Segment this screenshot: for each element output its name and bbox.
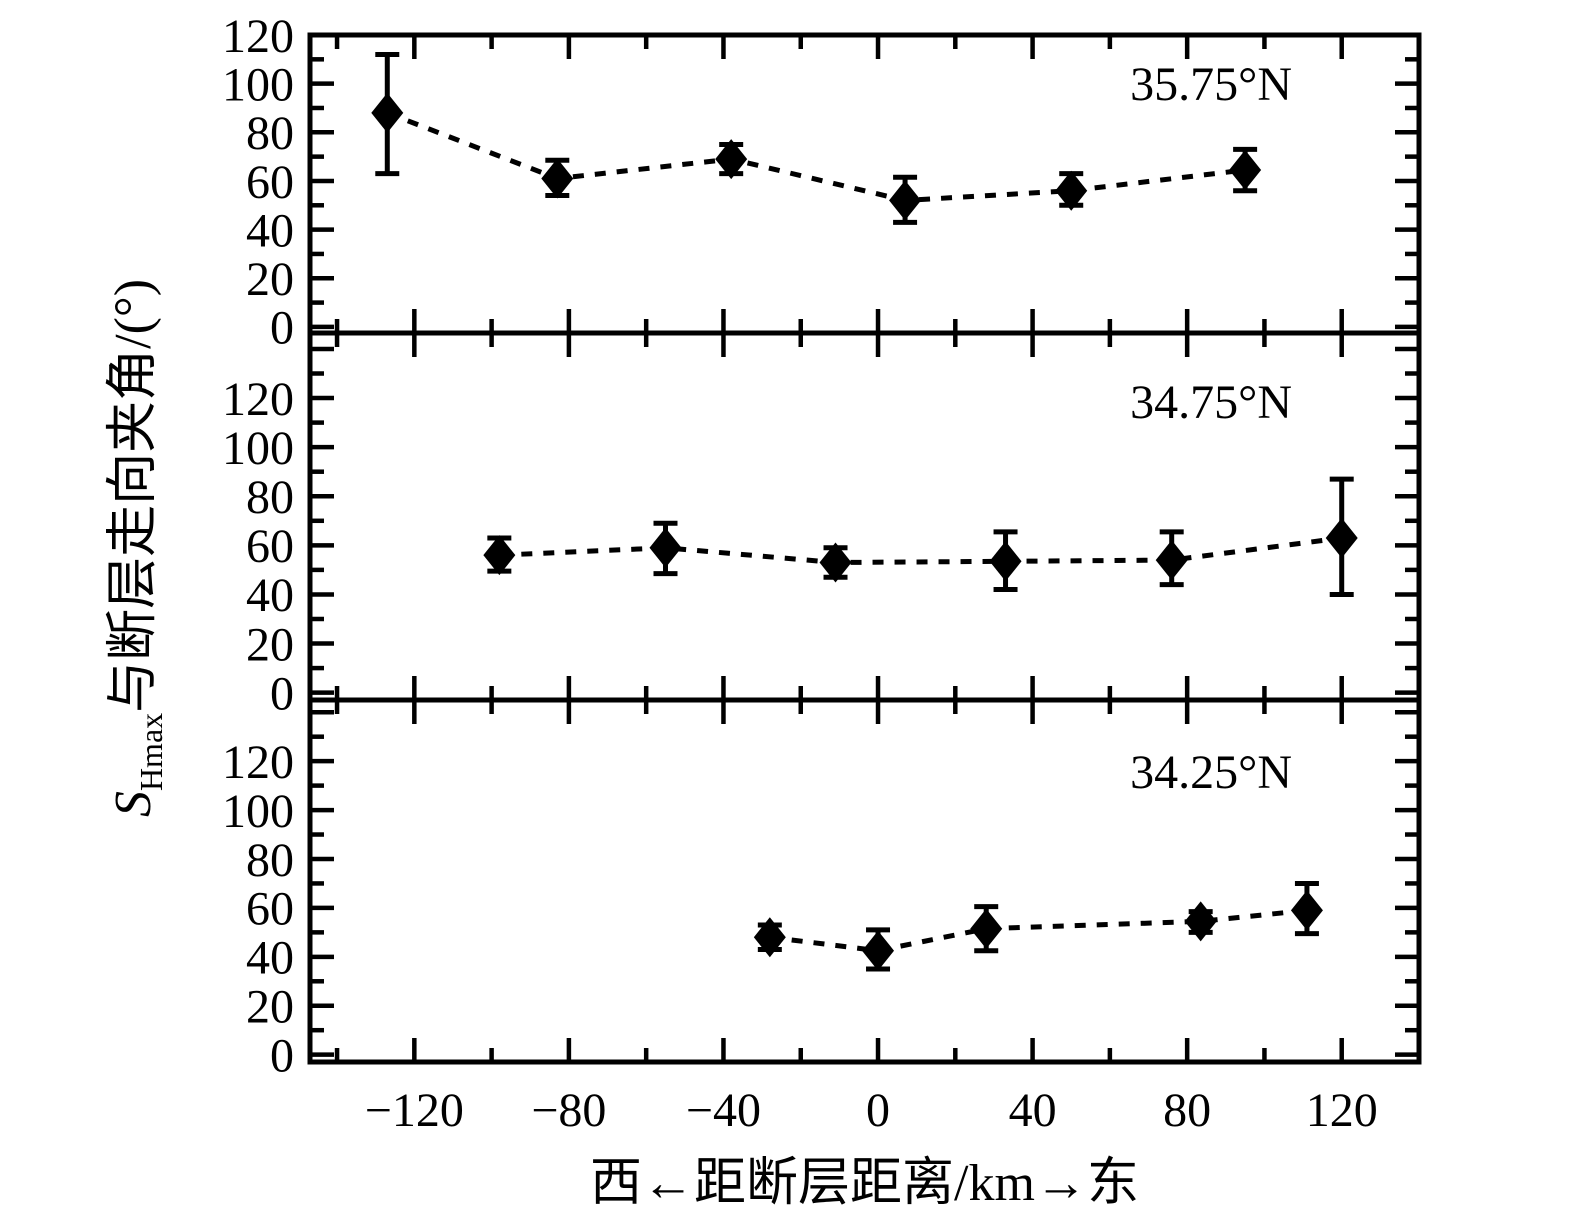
x-tick-label: −40	[686, 1084, 761, 1137]
data-point-diamond	[819, 542, 852, 583]
x-tick-label: −120	[365, 1084, 464, 1137]
x-tick-label: 40	[1009, 1084, 1057, 1137]
data-point-diamond	[1290, 890, 1323, 931]
y-tick-label: 60	[246, 520, 294, 573]
y-tick-label: 120	[222, 373, 294, 426]
series-line	[769, 907, 1308, 954]
x-tick-label: 0	[866, 1084, 890, 1137]
y-tick-label: 60	[246, 883, 294, 936]
y-tick-label: 0	[270, 302, 294, 355]
x-axis-title: 西←距断层距离/km→东	[590, 1155, 1139, 1212]
y-tick-label: 20	[246, 618, 294, 671]
series-line	[386, 110, 1246, 203]
data-point-diamond	[541, 158, 574, 199]
y-tick-label: 80	[246, 107, 294, 160]
data-point-diamond	[862, 930, 895, 971]
data-point-diamond	[483, 535, 516, 576]
data-point-diamond	[1055, 170, 1088, 211]
panel-label: 34.75°N	[1130, 376, 1292, 429]
y-tick-label: 100	[222, 785, 294, 838]
panel-border	[307, 697, 1422, 1065]
x-tick-label: 120	[1306, 1084, 1378, 1137]
y-tick-label: 40	[246, 569, 294, 622]
y-tick-label: 80	[246, 834, 294, 887]
y-tick-label: 40	[246, 204, 294, 257]
data-point-diamond	[649, 527, 682, 568]
y-tick-label: 60	[246, 156, 294, 209]
x-tick-label: −80	[531, 1084, 606, 1137]
x-tick-label: 80	[1163, 1084, 1211, 1137]
data-point-diamond	[989, 541, 1022, 582]
y-tick-label: 120	[222, 10, 294, 63]
data-point-diamond	[1229, 150, 1262, 191]
data-point-diamond	[1325, 517, 1358, 558]
y-tick-label: 100	[222, 422, 294, 475]
data-point-diamond	[753, 917, 786, 958]
data-point-diamond	[715, 139, 748, 180]
data-point-diamond	[1155, 540, 1188, 581]
data-point-diamond	[970, 908, 1003, 949]
y-tick-label: 100	[222, 58, 294, 111]
y-tick-label: 20	[246, 981, 294, 1034]
y-axis-title: SHmax与断层走向夹角/(°)	[105, 279, 169, 817]
y-tick-label: 20	[246, 253, 294, 306]
y-tick-label: 0	[270, 1029, 294, 1082]
data-point-diamond	[371, 92, 404, 133]
series-line	[499, 535, 1343, 566]
y-tick-label: 40	[246, 932, 294, 985]
data-point-diamond	[1184, 901, 1217, 942]
data-point-diamond	[889, 180, 922, 221]
y-tick-label: 0	[270, 667, 294, 720]
panel-label: 34.25°N	[1130, 746, 1292, 799]
y-tick-label: 120	[222, 736, 294, 789]
panel-label: 35.75°N	[1130, 58, 1292, 111]
y-tick-label: 80	[246, 471, 294, 524]
